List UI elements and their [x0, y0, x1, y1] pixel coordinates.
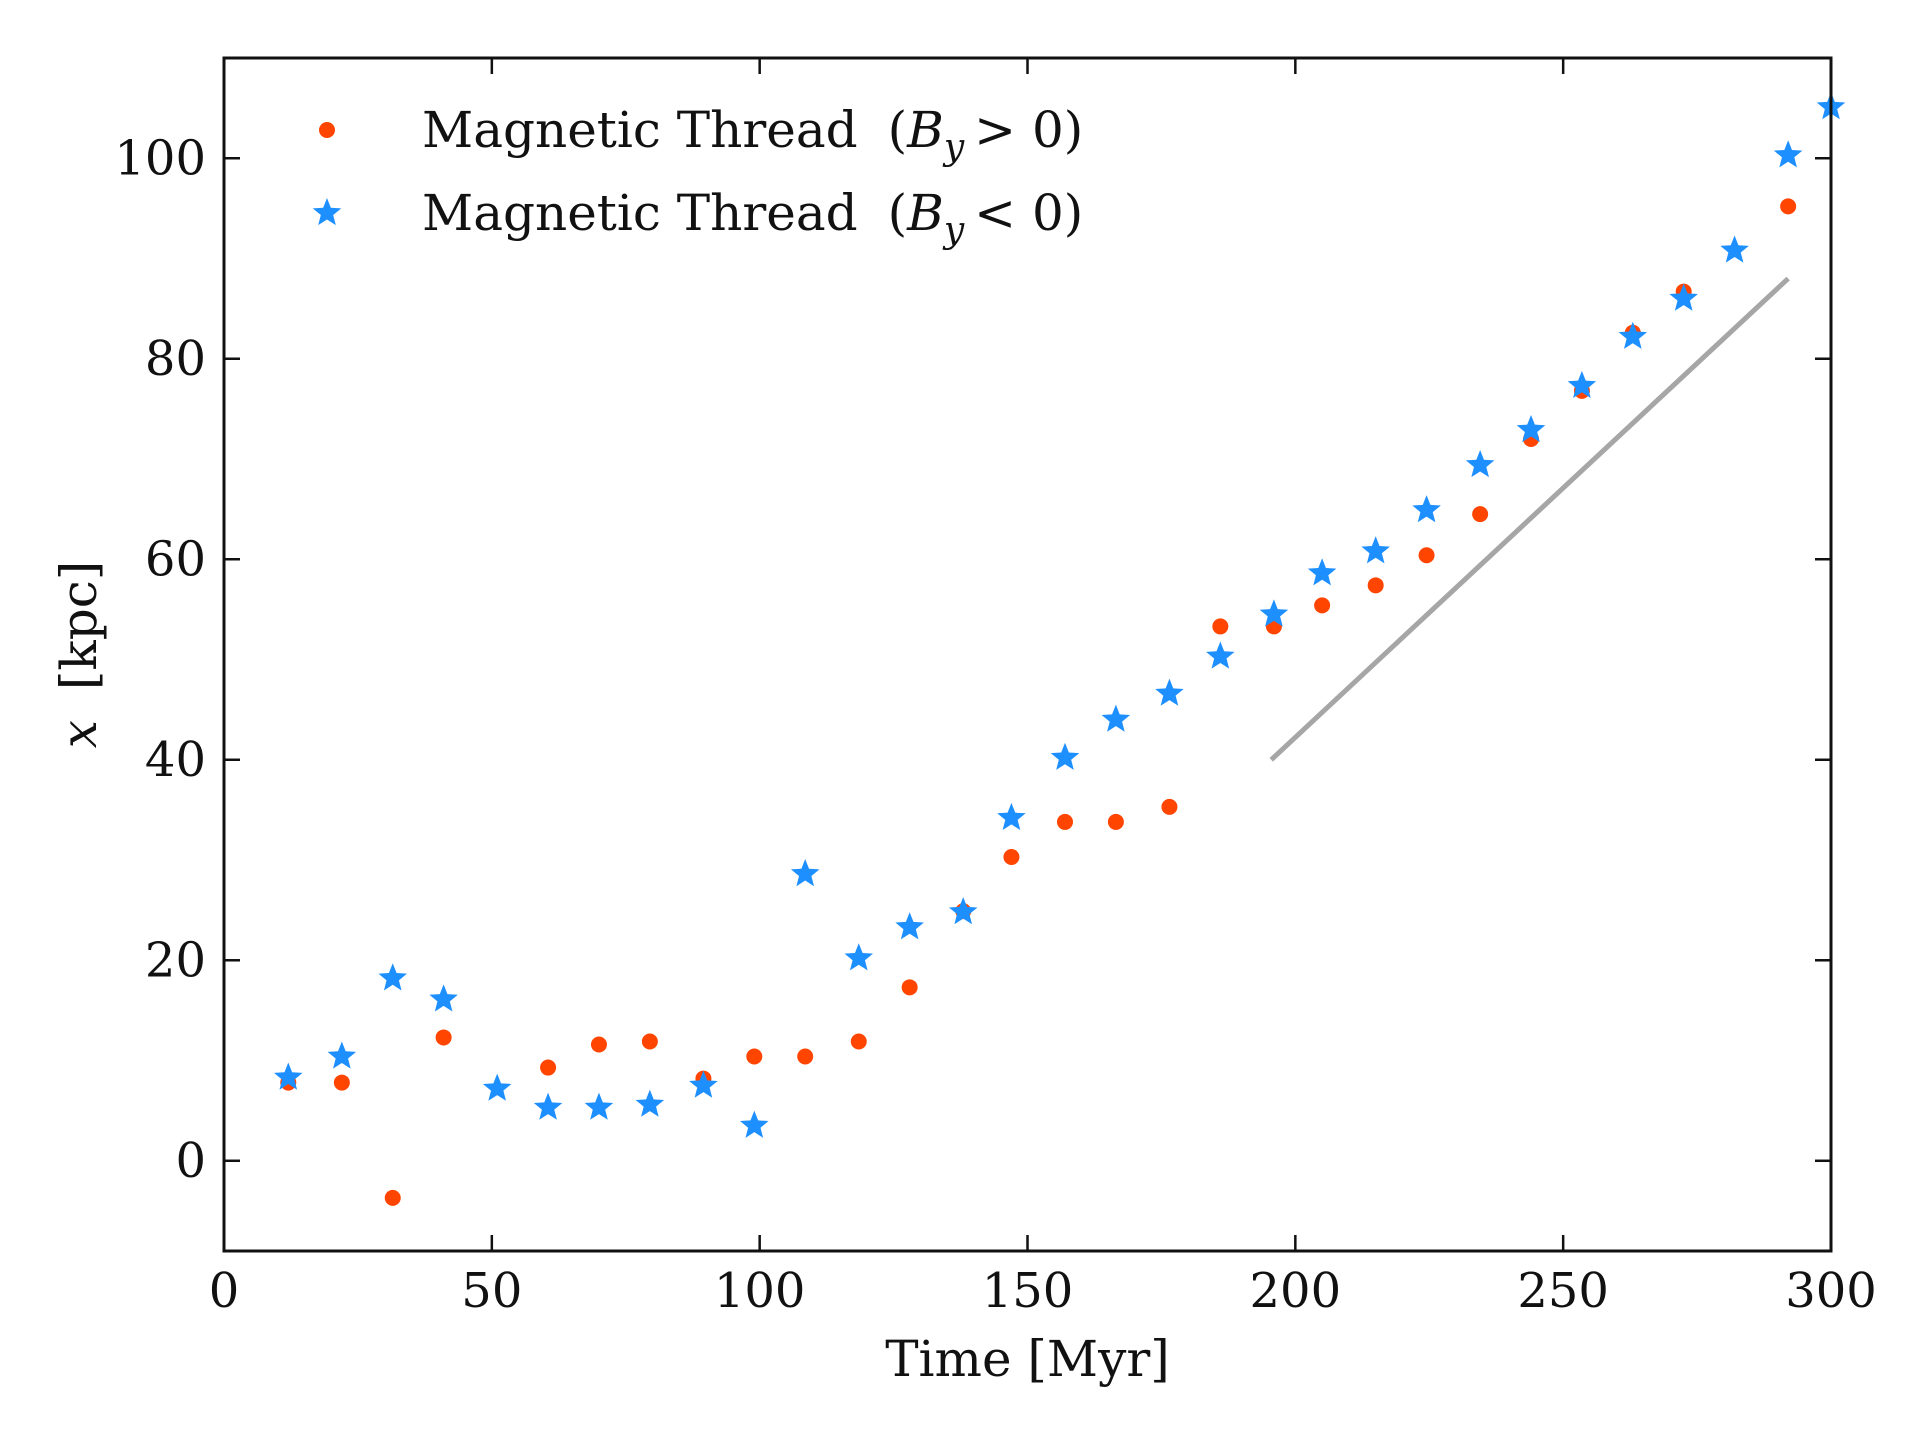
x-axis-label: Time [Myr] — [885, 1330, 1170, 1388]
legend-condition-symbol: B — [906, 184, 944, 242]
legend-star-icon — [312, 198, 342, 226]
data-point-star — [327, 1041, 357, 1069]
legend-label-positive: Magnetic Thread (By > 0) — [422, 101, 1083, 168]
legend-series-name: Magnetic Thread — [422, 184, 858, 242]
legend-label-negative: Magnetic Thread (By < 0) — [422, 184, 1083, 251]
data-point-circle — [1212, 618, 1229, 635]
legend-close-paren: ) — [1064, 184, 1084, 242]
plot-frame — [222, 56, 1833, 1253]
data-point-circle — [384, 1189, 401, 1206]
legend-marker-negative — [312, 198, 342, 226]
data-point-star — [1465, 450, 1495, 478]
data-point-circle — [435, 1029, 452, 1046]
data-point-star — [1050, 742, 1080, 770]
legend-condition-rel: < 0 — [974, 184, 1064, 242]
legend: Magnetic Thread (By > 0) Magnetic Thread … — [312, 101, 1083, 251]
data-point-star — [740, 1110, 769, 1138]
x-tick-label: 0 — [209, 1263, 240, 1319]
data-point-star — [895, 912, 924, 940]
x-tick-label: 150 — [982, 1263, 1074, 1319]
x-tick-label: 300 — [1785, 1263, 1877, 1319]
y-tick-label: 60 — [145, 531, 206, 587]
data-point-star — [1307, 558, 1337, 586]
data-point-star — [1206, 641, 1235, 669]
data-point-star — [1773, 140, 1803, 168]
data-point-circle — [1056, 813, 1073, 830]
data-point-circle — [641, 1033, 658, 1050]
data-point-star — [635, 1089, 665, 1117]
reference-slope-line — [1269, 276, 1790, 762]
legend-condition-rel: > 0 — [974, 101, 1064, 159]
data-point-star — [1361, 536, 1390, 564]
data-point-star — [533, 1092, 563, 1120]
data-point-star — [1155, 678, 1184, 706]
y-axis-label: x [kpc] — [50, 561, 108, 748]
x-tick-label: 50 — [461, 1263, 522, 1319]
data-point-star — [689, 1070, 718, 1098]
data-point-star — [378, 963, 407, 991]
series-negative-points — [274, 92, 1846, 1138]
data-point-circle — [1367, 577, 1384, 594]
y-axis-label-var: x — [50, 720, 108, 748]
legend-condition-symbol: B — [906, 101, 944, 159]
data-point-circle — [850, 1033, 867, 1050]
data-point-circle — [797, 1048, 814, 1065]
x-tick-label: 200 — [1250, 1263, 1342, 1319]
data-point-star — [1412, 495, 1441, 523]
data-point-star — [1567, 370, 1597, 398]
data-point-circle — [1003, 849, 1020, 866]
x-tick-label: 250 — [1517, 1263, 1609, 1319]
y-tick-label: 80 — [145, 331, 206, 387]
data-point-circle — [1780, 198, 1797, 215]
x-tick-label: 100 — [714, 1263, 806, 1319]
legend-marker-positive — [319, 122, 335, 138]
y-tick-label: 100 — [114, 130, 206, 186]
legend-series-name: Magnetic Thread — [422, 101, 858, 159]
data-point-star — [584, 1092, 614, 1120]
data-point-circle — [1472, 506, 1489, 523]
y-axis-label-unit: [kpc] — [50, 561, 108, 690]
data-point-star — [482, 1073, 512, 1101]
data-point-star — [790, 859, 820, 887]
data-point-circle — [333, 1074, 350, 1091]
reference-line-layer — [1269, 276, 1790, 762]
axis-ticks: 0 50 100 150 200 250 300 0 20 40 60 80 100 — [114, 58, 1877, 1319]
data-point-star — [429, 984, 458, 1012]
data-point-circle — [746, 1048, 763, 1065]
legend-close-paren: ) — [1064, 101, 1084, 159]
y-tick-label: 20 — [145, 932, 206, 988]
data-point-circle — [901, 979, 918, 996]
data-point-star — [274, 1062, 303, 1090]
data-point-circle — [1314, 597, 1331, 614]
data-point-star — [1618, 321, 1648, 349]
data-point-star — [1669, 283, 1698, 311]
data-point-circle — [1161, 798, 1178, 815]
data-point-star — [1259, 599, 1289, 627]
data-point-star — [1720, 235, 1749, 263]
legend-open-paren: ( — [888, 184, 908, 242]
legend-condition-sub: y — [942, 210, 965, 251]
y-tick-label: 0 — [175, 1133, 206, 1189]
legend-open-paren: ( — [888, 101, 908, 159]
data-point-circle — [540, 1059, 557, 1076]
legend-circle-icon — [319, 122, 335, 138]
data-point-circle — [1107, 813, 1124, 830]
data-point-star — [844, 943, 874, 971]
data-point-star — [1516, 414, 1546, 443]
y-tick-label: 40 — [145, 732, 206, 788]
legend-condition-sub: y — [942, 127, 965, 168]
data-point-star — [1101, 704, 1131, 732]
data-point-circle — [1418, 547, 1435, 564]
data-point-star — [997, 802, 1026, 831]
data-point-star — [948, 897, 978, 925]
data-point-circle — [590, 1036, 607, 1053]
